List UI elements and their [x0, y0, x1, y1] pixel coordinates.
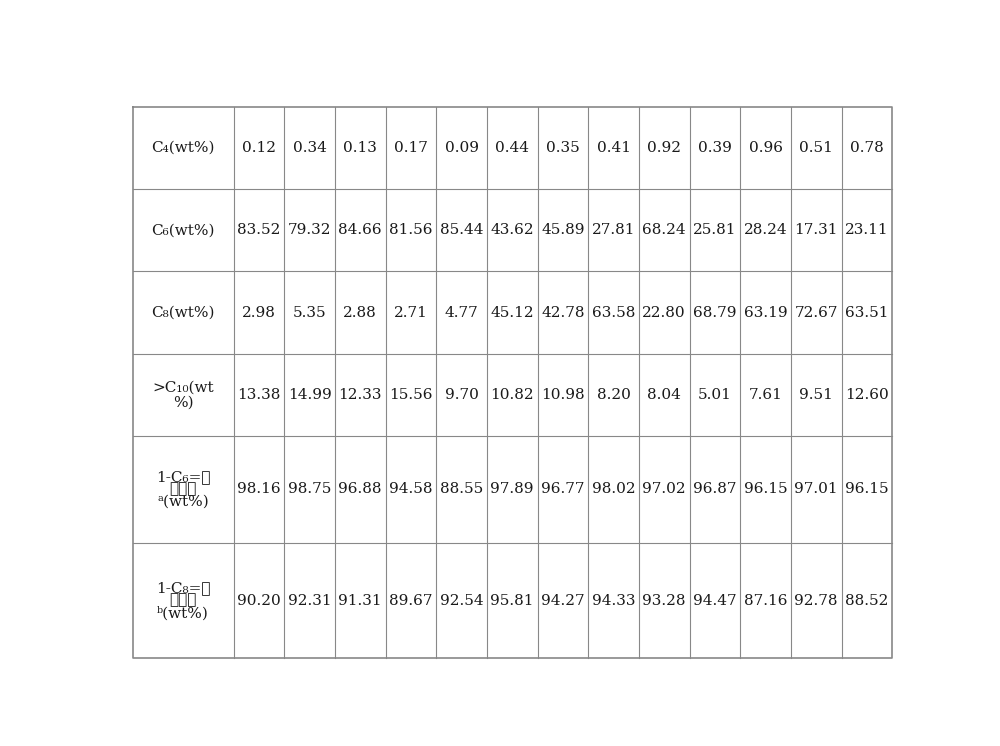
Text: 1-C₈=的: 1-C₈=的 [156, 581, 210, 595]
Text: 98.16: 98.16 [237, 483, 281, 497]
Text: 87.16: 87.16 [744, 594, 787, 607]
Text: 15.56: 15.56 [389, 388, 433, 402]
Text: 2.98: 2.98 [242, 306, 276, 319]
Text: 42.78: 42.78 [541, 306, 585, 319]
Text: 63.58: 63.58 [592, 306, 635, 319]
Text: 0.51: 0.51 [799, 141, 833, 155]
Text: 0.44: 0.44 [495, 141, 529, 155]
Text: 0.17: 0.17 [394, 141, 428, 155]
Text: 0.96: 0.96 [749, 141, 783, 155]
Text: 22.80: 22.80 [642, 306, 686, 319]
Text: 17.31: 17.31 [794, 223, 838, 237]
Text: 90.20: 90.20 [237, 594, 281, 607]
Text: C₈(wt%): C₈(wt%) [151, 306, 215, 319]
Text: 8.04: 8.04 [647, 388, 681, 402]
Text: 89.67: 89.67 [389, 594, 433, 607]
Text: 45.12: 45.12 [490, 306, 534, 319]
Text: 63.51: 63.51 [845, 306, 889, 319]
Text: 96.77: 96.77 [541, 483, 585, 497]
Text: 91.31: 91.31 [338, 594, 382, 607]
Text: 96.15: 96.15 [845, 483, 889, 497]
Text: 27.81: 27.81 [592, 223, 635, 237]
Text: 97.02: 97.02 [642, 483, 686, 497]
Text: 选择性: 选择性 [169, 594, 197, 607]
Text: ᵇ(wt%): ᵇ(wt%) [157, 606, 209, 621]
Text: 96.15: 96.15 [744, 483, 787, 497]
Text: 84.66: 84.66 [338, 223, 382, 237]
Text: 92.54: 92.54 [440, 594, 483, 607]
Text: 68.79: 68.79 [693, 306, 737, 319]
Text: 5.35: 5.35 [293, 306, 326, 319]
Text: 0.41: 0.41 [597, 141, 631, 155]
Text: 94.47: 94.47 [693, 594, 737, 607]
Text: 0.78: 0.78 [850, 141, 884, 155]
Text: 72.67: 72.67 [794, 306, 838, 319]
Text: 63.19: 63.19 [744, 306, 787, 319]
Text: 98.02: 98.02 [592, 483, 635, 497]
Text: 14.99: 14.99 [288, 388, 331, 402]
Text: 12.33: 12.33 [338, 388, 382, 402]
Text: 2.71: 2.71 [394, 306, 428, 319]
Text: 0.34: 0.34 [293, 141, 326, 155]
Text: 88.55: 88.55 [440, 483, 483, 497]
Text: 68.24: 68.24 [642, 223, 686, 237]
Text: 94.58: 94.58 [389, 483, 433, 497]
Text: 7.61: 7.61 [749, 388, 783, 402]
Text: 25.81: 25.81 [693, 223, 737, 237]
Text: 95.81: 95.81 [490, 594, 534, 607]
Text: 97.01: 97.01 [794, 483, 838, 497]
Text: 1-C₆=的: 1-C₆=的 [156, 470, 210, 484]
Text: 8.20: 8.20 [597, 388, 630, 402]
Text: C₄(wt%): C₄(wt%) [151, 141, 215, 155]
Text: 83.52: 83.52 [237, 223, 281, 237]
Text: 13.38: 13.38 [237, 388, 281, 402]
Text: 45.89: 45.89 [541, 223, 585, 237]
Text: 2.88: 2.88 [343, 306, 377, 319]
Text: C₆(wt%): C₆(wt%) [151, 223, 215, 237]
Text: 88.52: 88.52 [845, 594, 889, 607]
Text: 98.75: 98.75 [288, 483, 331, 497]
Text: 28.24: 28.24 [744, 223, 787, 237]
Text: 94.33: 94.33 [592, 594, 635, 607]
Text: 9.70: 9.70 [445, 388, 478, 402]
Text: ᵃ(wt%): ᵃ(wt%) [157, 495, 209, 509]
Text: 5.01: 5.01 [698, 388, 732, 402]
Text: 94.27: 94.27 [541, 594, 585, 607]
Text: 93.28: 93.28 [642, 594, 686, 607]
Text: 0.12: 0.12 [242, 141, 276, 155]
Text: 选择性: 选择性 [169, 483, 197, 497]
Text: 85.44: 85.44 [440, 223, 483, 237]
Text: 10.82: 10.82 [490, 388, 534, 402]
Text: 43.62: 43.62 [490, 223, 534, 237]
Text: 23.11: 23.11 [845, 223, 889, 237]
Text: 0.13: 0.13 [343, 141, 377, 155]
Text: 97.89: 97.89 [490, 483, 534, 497]
Text: 0.09: 0.09 [445, 141, 479, 155]
Text: 0.39: 0.39 [698, 141, 732, 155]
Text: 92.31: 92.31 [288, 594, 331, 607]
Text: 79.32: 79.32 [288, 223, 331, 237]
Text: 92.78: 92.78 [794, 594, 838, 607]
Text: %): %) [173, 395, 193, 410]
Text: 4.77: 4.77 [445, 306, 478, 319]
Text: 9.51: 9.51 [799, 388, 833, 402]
Text: 96.87: 96.87 [693, 483, 737, 497]
Text: >C₁₀(wt: >C₁₀(wt [152, 380, 214, 394]
Text: 0.92: 0.92 [647, 141, 681, 155]
Text: 10.98: 10.98 [541, 388, 585, 402]
Text: 0.35: 0.35 [546, 141, 580, 155]
Text: 81.56: 81.56 [389, 223, 433, 237]
Text: 96.88: 96.88 [338, 483, 382, 497]
Text: 12.60: 12.60 [845, 388, 889, 402]
